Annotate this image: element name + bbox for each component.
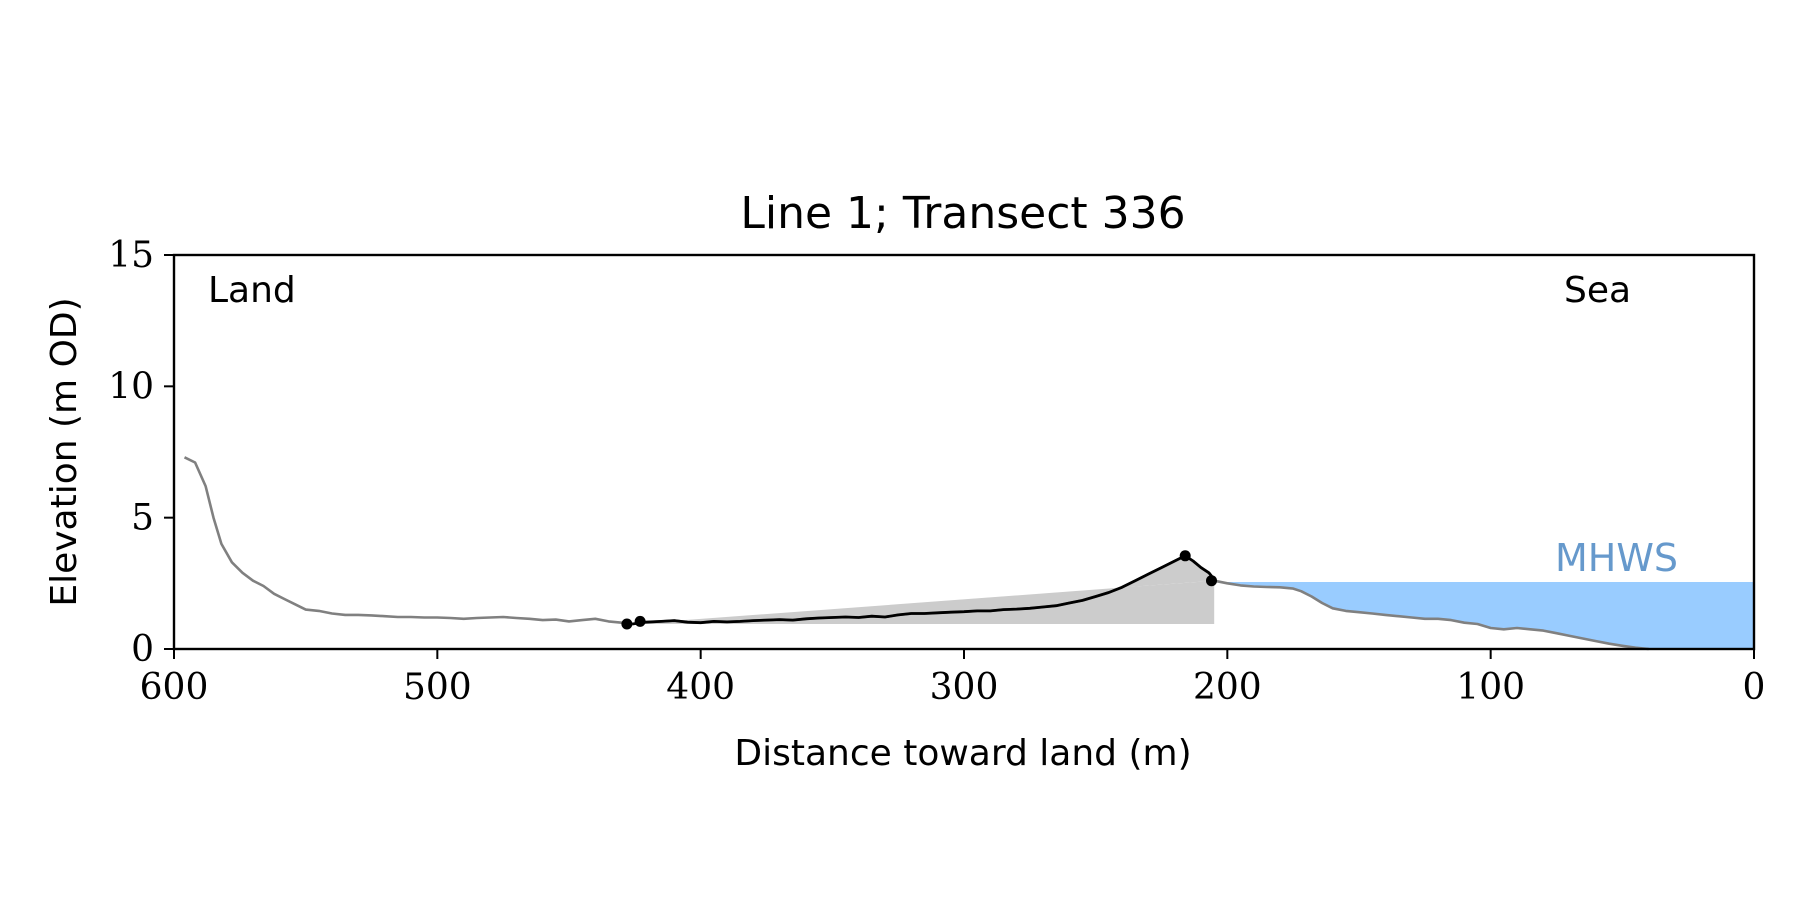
mhws-label: MHWS bbox=[1555, 536, 1678, 580]
x-tick-label: 300 bbox=[930, 667, 999, 708]
key-point bbox=[634, 615, 646, 627]
key-point bbox=[621, 618, 633, 630]
plot-fills bbox=[632, 555, 1754, 649]
y-tick-label: 0 bbox=[131, 629, 154, 670]
plot-points bbox=[621, 550, 1217, 630]
sea-label: Sea bbox=[1564, 270, 1631, 311]
y-axis-ticks: 0 5 10 15 bbox=[108, 235, 174, 670]
key-point bbox=[1179, 550, 1191, 562]
x-tick-label: 600 bbox=[140, 667, 209, 708]
x-axis-label: Distance toward land (m) bbox=[734, 733, 1191, 774]
y-tick-label: 10 bbox=[108, 366, 154, 407]
x-tick-label: 400 bbox=[666, 667, 735, 708]
key-point bbox=[1206, 575, 1217, 587]
land-label: Land bbox=[208, 270, 296, 311]
water-fill bbox=[1214, 582, 1754, 649]
seaward-profile-line bbox=[1213, 579, 1649, 651]
y-tick-label: 5 bbox=[131, 498, 154, 539]
x-tick-label: 0 bbox=[1743, 667, 1766, 708]
x-axis-ticks: 600 500 400 300 200 100 0 bbox=[140, 649, 1766, 708]
dune-volume-wedge bbox=[632, 580, 1215, 624]
dune-profile-line bbox=[632, 554, 1216, 626]
x-tick-label: 500 bbox=[403, 667, 472, 708]
x-tick-label: 100 bbox=[1456, 667, 1525, 708]
y-axis-label: Elevation (m OD) bbox=[44, 297, 85, 606]
x-tick-label: 200 bbox=[1193, 667, 1262, 708]
y-tick-label: 15 bbox=[108, 235, 154, 276]
chart-title: Line 1; Transect 336 bbox=[740, 188, 1185, 239]
plot-lines bbox=[183, 456, 1649, 651]
